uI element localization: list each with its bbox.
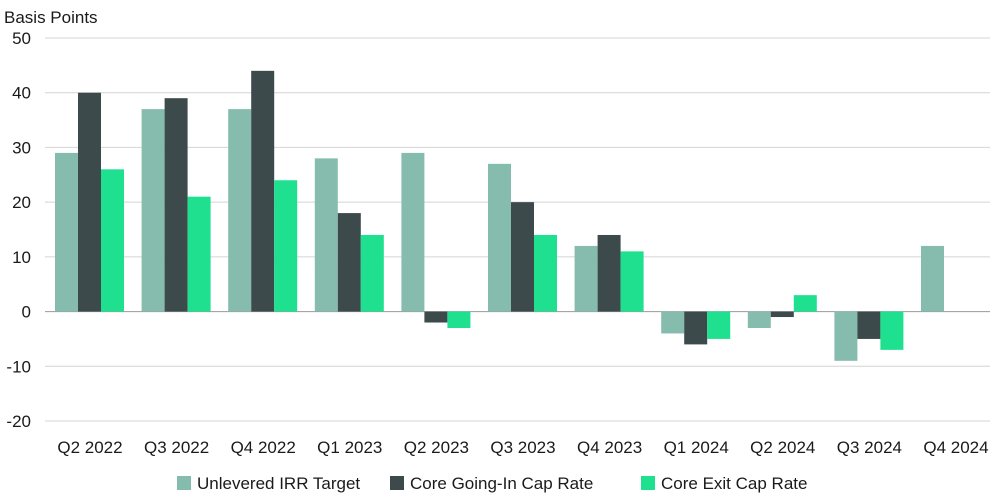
bar-going-in-cap (337, 213, 361, 312)
bars (55, 70, 944, 361)
y-tick-label: 30 (12, 138, 31, 157)
bar-exit-cap (534, 234, 557, 312)
x-tick-label: Q4 2022 (231, 438, 296, 457)
legend-label: Core Going-In Cap Rate (410, 474, 593, 493)
x-tick-label: Q1 2023 (317, 438, 382, 457)
bar-exit-cap (620, 251, 644, 312)
legend-label: Unlevered IRR Target (197, 474, 360, 493)
bar-exit-cap (447, 311, 471, 328)
bar-unlevered-irr (314, 158, 338, 312)
bar-unlevered-irr (141, 109, 165, 312)
bar-going-in-cap (251, 70, 275, 312)
bar-exit-cap (101, 169, 124, 312)
bar-going-in-cap (424, 311, 448, 323)
legend-label: Core Exit Cap Rate (661, 474, 807, 493)
bar-unlevered-irr (574, 245, 598, 312)
bar-unlevered-irr (488, 163, 511, 312)
legend-swatch (641, 476, 655, 490)
bar-unlevered-irr (401, 152, 425, 312)
y-tick-label: 0 (22, 303, 31, 322)
y-tick-label: 10 (12, 248, 31, 267)
bar-exit-cap (793, 295, 817, 312)
bar-exit-cap (360, 234, 384, 312)
bar-exit-cap (880, 311, 904, 350)
bar-going-in-cap (684, 311, 708, 345)
bar-going-in-cap (78, 92, 101, 312)
x-tick-label: Q2 2022 (57, 438, 122, 457)
y-tick-label: 20 (12, 193, 31, 212)
legend-swatch (390, 476, 404, 490)
bar-exit-cap (707, 311, 731, 339)
legend-swatch (177, 476, 191, 490)
bar-unlevered-irr (921, 245, 944, 312)
bar-exit-cap (187, 196, 211, 312)
bar-unlevered-irr (661, 311, 685, 334)
bar-unlevered-irr (747, 311, 771, 328)
bar-going-in-cap (164, 98, 188, 312)
bar-going-in-cap (857, 311, 881, 339)
x-tick-label: Q1 2024 (664, 438, 729, 457)
y-tick-label: -10 (6, 357, 31, 376)
bar-going-in-cap (770, 311, 794, 318)
y-axis-title: Basis Points (4, 8, 98, 27)
x-tick-label: Q4 2023 (577, 438, 642, 457)
bar-going-in-cap (511, 202, 534, 312)
bar-exit-cap (274, 180, 298, 312)
bar-unlevered-irr (55, 152, 78, 312)
x-tick-label: Q3 2023 (490, 438, 555, 457)
x-tick-label: Q2 2023 (404, 438, 469, 457)
x-tick-label: Q3 2022 (144, 438, 209, 457)
y-tick-label: 40 (12, 84, 31, 103)
bar-unlevered-irr (228, 109, 252, 312)
x-axis-ticks: Q2 2022 Q3 2022 Q4 2022 Q1 2023 Q2 2023 Q3 20… (57, 438, 988, 457)
x-tick-label: Q4 2024 (923, 438, 988, 457)
bar-unlevered-irr (834, 311, 858, 361)
x-tick-label: Q2 2024 (750, 438, 815, 457)
y-axis-ticks: 50 40 30 20 10 0 -10 -20 (6, 29, 31, 431)
y-tick-label: -20 (6, 412, 31, 431)
bar-going-in-cap (597, 234, 621, 312)
y-tick-label: 50 (12, 29, 31, 48)
x-tick-label: Q3 2024 (837, 438, 902, 457)
legend: Unlevered IRR Target Core Going-In Cap Ra… (177, 474, 807, 493)
